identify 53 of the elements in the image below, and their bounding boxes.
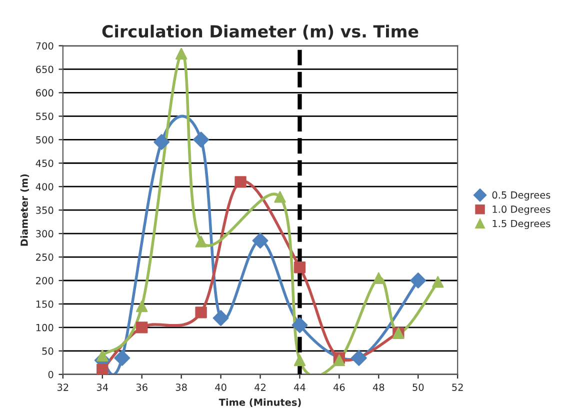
x-tick-label: 42 (254, 384, 266, 391)
point (294, 354, 306, 366)
point (252, 232, 268, 249)
x-tick-label: 46 (333, 384, 345, 391)
point (136, 300, 148, 312)
point (274, 191, 286, 203)
y-tick-label: 400 (36, 183, 54, 190)
x-tick-label: 40 (215, 384, 226, 391)
point (195, 306, 207, 318)
point (114, 350, 130, 366)
y-tick-label: 350 (36, 206, 54, 214)
point (136, 322, 148, 334)
x-tick-label: 36 (136, 384, 148, 391)
point (432, 276, 444, 288)
x-axis-title: Time (Minutes) (218, 398, 301, 408)
x-tick-label: 34 (96, 384, 108, 391)
point (193, 132, 210, 148)
point (154, 134, 170, 150)
point (212, 310, 229, 326)
x-tick-label: 52 (452, 384, 463, 391)
legend-label: 1.5 Degrees (492, 220, 550, 230)
legend-label: 1.0 Degrees (492, 206, 550, 215)
y-tick-label: 200 (36, 276, 54, 284)
y-tick-label: 300 (36, 230, 54, 238)
y-tick-label: 100 (36, 324, 54, 332)
y-tick-label: 450 (36, 160, 54, 167)
point (292, 317, 308, 334)
y-tick-label: 50 (42, 347, 54, 355)
y-tick-label: 150 (36, 300, 54, 308)
y-tick-label: 700 (36, 42, 54, 50)
point (96, 350, 108, 362)
y-axis-title: Diameter (m) (20, 174, 30, 246)
y-tick-label: 600 (36, 89, 54, 97)
y-tick-label: 500 (36, 136, 54, 144)
chart-title: Circulation Diameter (m) vs. Time (102, 24, 418, 40)
y-tick-label: 0 (48, 370, 54, 378)
x-tick-label: 48 (372, 384, 384, 391)
y-tick-label: 550 (36, 112, 54, 120)
y-tick-label: 250 (36, 254, 54, 261)
point (234, 176, 246, 188)
x-tick-label: 44 (294, 384, 306, 391)
point (333, 354, 346, 366)
point (96, 364, 108, 374)
x-tick-label: 38 (176, 384, 187, 391)
point (195, 236, 207, 248)
point (294, 262, 306, 274)
point (410, 272, 426, 288)
x-tick-label: 32 (57, 384, 68, 391)
legend-label: 0.5 Degrees (492, 191, 550, 201)
point (175, 48, 188, 60)
y-tick-label: 650 (36, 66, 54, 74)
point (350, 350, 367, 366)
x-tick-label: 50 (412, 384, 424, 391)
